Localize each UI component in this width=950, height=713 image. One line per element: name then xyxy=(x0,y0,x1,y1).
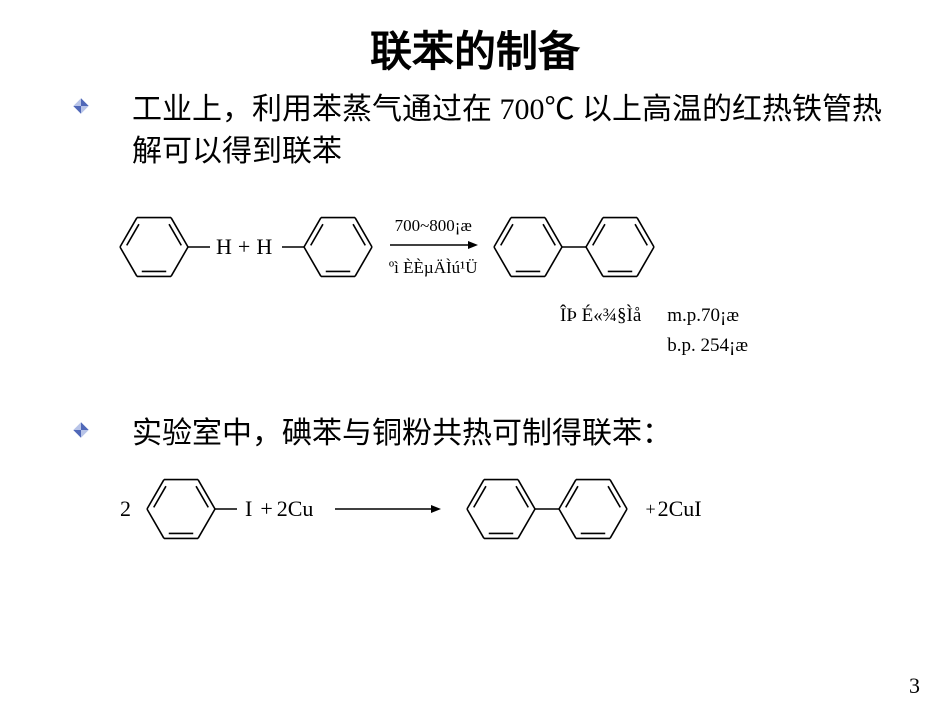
reaction-2: 2 I + 2Cu + 2CuI xyxy=(0,465,950,553)
bullet-1-row: 工业上，利用苯蒸气通过在 700℃ 以上高温的红热铁管热解可以得到联苯 xyxy=(0,89,950,173)
product-label: ÎÞ É«¾§Ìå xyxy=(560,301,641,362)
arrow-bottom-label: ºì ÈÈµÄÌú¹Ü xyxy=(389,258,478,278)
bullet-1-text: 工业上，利用苯蒸气通过在 700℃ 以上高温的红热铁管热解可以得到联苯 xyxy=(132,89,890,173)
bullet-2-text: 实验室中，碘苯与铜粉共热可制得联苯： xyxy=(132,413,672,455)
label-H: H xyxy=(216,234,232,260)
plus-sign: + xyxy=(645,499,655,520)
melting-point: m.p.70¡æ xyxy=(667,301,748,331)
label-2Cu: 2Cu xyxy=(277,496,314,522)
reaction-arrow-icon xyxy=(333,502,443,516)
coef-2: 2 xyxy=(120,496,131,522)
benzene-ring-icon xyxy=(272,203,382,291)
benzene-ring-icon xyxy=(110,203,220,291)
label-2CuI: 2CuI xyxy=(658,496,702,522)
page-number: 3 xyxy=(909,673,920,699)
biphenyl-icon xyxy=(484,203,664,291)
diamond-bullet-icon xyxy=(70,419,92,441)
biphenyl-icon xyxy=(457,465,637,553)
label-H: H xyxy=(256,234,272,260)
diamond-bullet-icon xyxy=(70,95,92,117)
reaction-arrow-icon xyxy=(388,238,478,252)
page-title: 联苯的制备 xyxy=(0,0,950,79)
plus-sign: + xyxy=(260,496,272,522)
label-I: I xyxy=(245,496,252,522)
reaction-1: H + H 700~800¡æ ºì ÈÈµÄÌú¹Ü ÎÞ É«¾§Ìå m.… xyxy=(0,203,950,383)
plus-sign: + xyxy=(238,234,250,260)
benzene-ring-icon xyxy=(137,465,247,553)
bullet-2-row: 实验室中，碘苯与铜粉共热可制得联苯： xyxy=(0,413,950,455)
boiling-point: b.p. 254¡æ xyxy=(667,331,748,361)
arrow-top-label: 700~800¡æ xyxy=(395,216,472,236)
